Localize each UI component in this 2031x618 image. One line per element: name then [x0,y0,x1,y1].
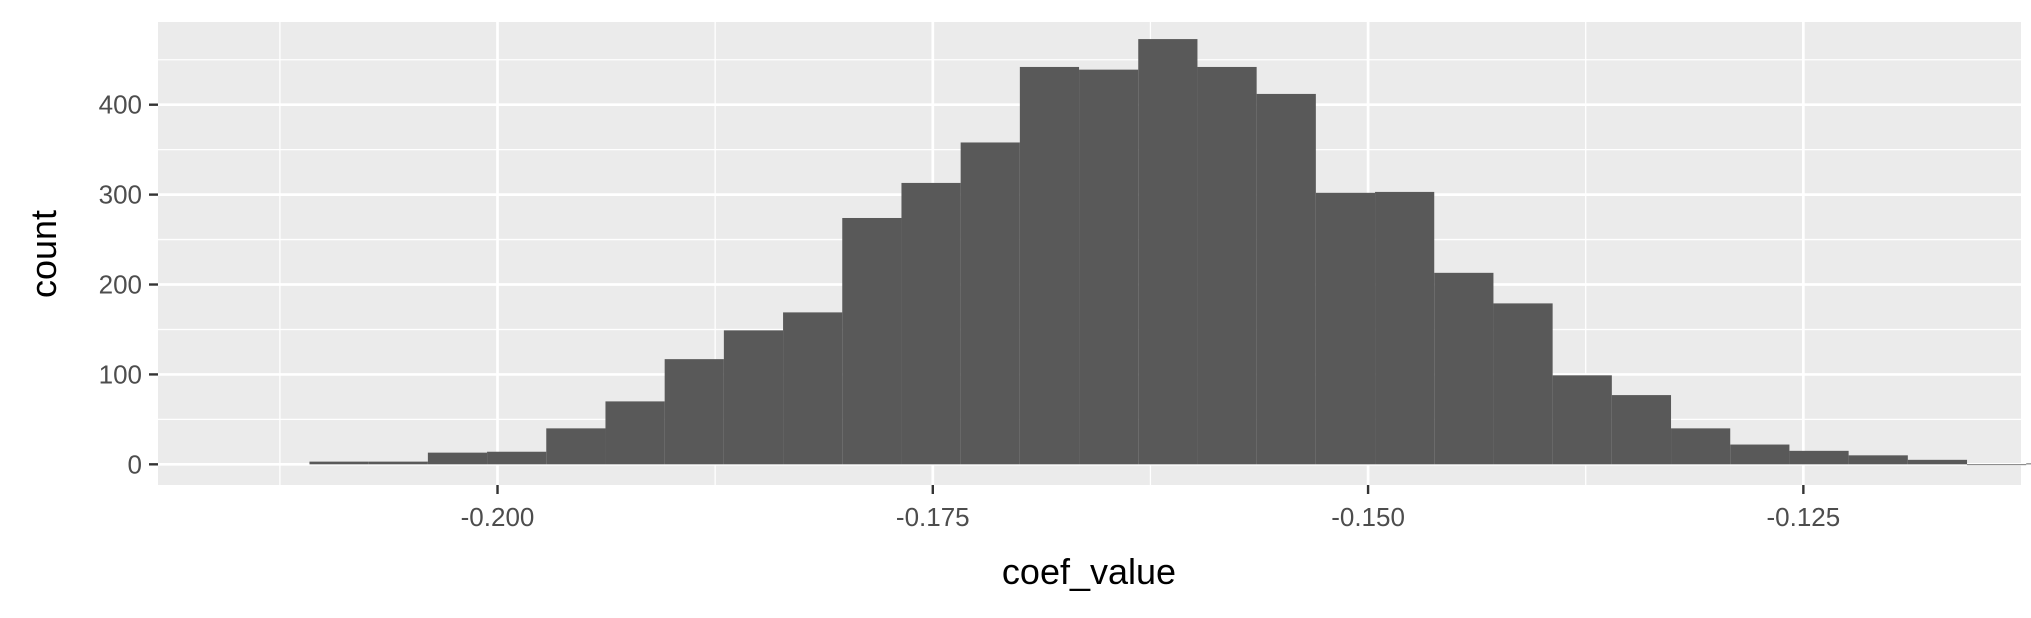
histogram-bar [723,330,784,465]
y-tick-label: 100 [99,359,142,389]
histogram-bar [1789,450,1849,465]
histogram-bar [605,401,665,465]
histogram-bar [427,452,488,465]
x-tick-label: -0.175 [896,502,970,532]
histogram-bar [368,461,428,465]
histogram-bars [309,39,2031,466]
histogram-bar [1197,66,1257,465]
histogram-bar [1611,395,1672,465]
histogram-bar [1730,444,1790,465]
histogram-bar [783,312,843,465]
y-tick-label: 400 [99,90,142,120]
y-tick-label: 300 [99,180,142,210]
histogram-bar [842,217,902,465]
histogram-bar [546,428,606,465]
x-tick-label: -0.125 [1766,502,1840,532]
histogram-bar [1671,428,1731,465]
histogram-bar [1138,39,1198,465]
x-axis-title: coef_value [1002,551,1176,592]
histogram-bar [1552,375,1612,465]
histogram-bar [960,142,1020,465]
histogram-bar [1315,192,1376,465]
y-tick-label: 0 [128,449,142,479]
y-axis-title: count [23,210,64,298]
histogram-bar [1907,459,1968,465]
histogram-bar [2026,463,2031,465]
y-tick-label: 200 [99,270,142,300]
histogram-bar [1967,464,2027,466]
histogram-bar [1079,69,1139,465]
histogram-bar [1848,455,1908,465]
histogram-bar [664,359,724,465]
histogram-bar [1375,191,1435,465]
histogram-bar [1434,272,1494,465]
x-axis: -0.200 -0.175 -0.150 -0.125 [461,485,1840,532]
histogram-bar [487,451,547,465]
histogram-bar [1256,93,1316,465]
histogram-bar [1019,66,1080,465]
histogram-bar [1493,303,1553,465]
x-tick-label: -0.200 [461,502,535,532]
histogram-bar [901,182,961,465]
y-axis: 0 100 200 300 400 [99,90,158,479]
histogram-bar [309,461,369,465]
x-tick-label: -0.150 [1331,502,1405,532]
